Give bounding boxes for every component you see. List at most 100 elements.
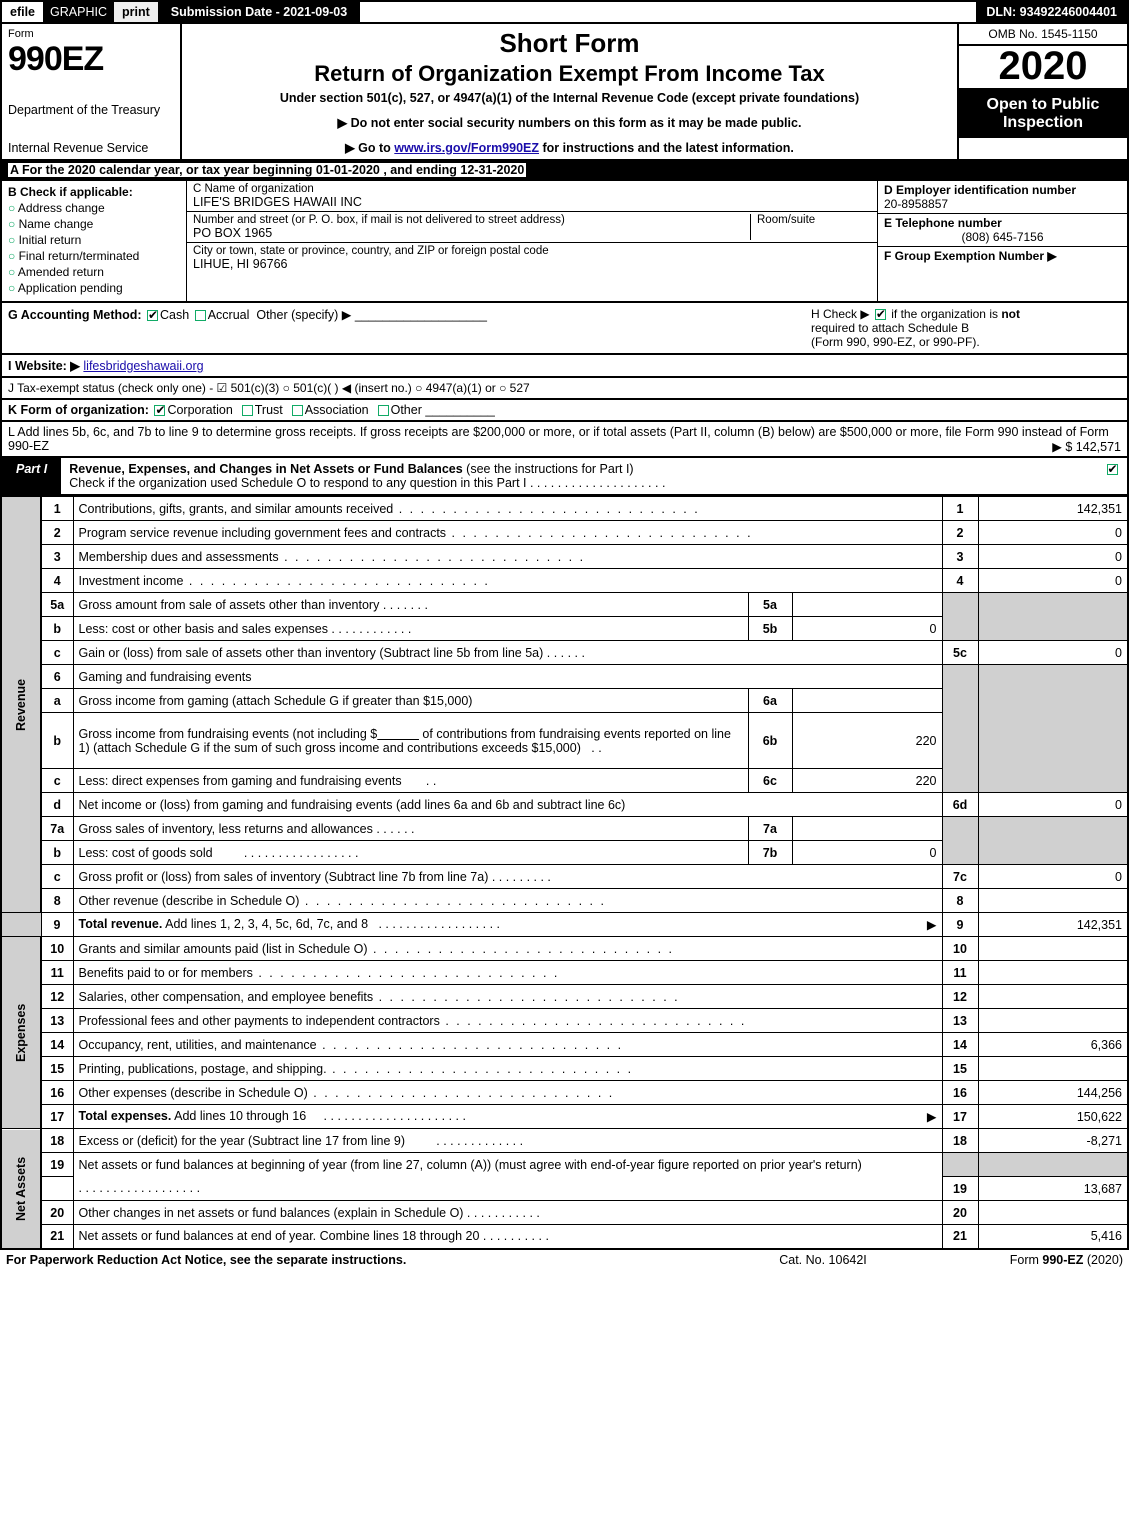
sv-5b: 0: [792, 617, 942, 641]
amt-20: [978, 1201, 1128, 1225]
f-group-cell: F Group Exemption Number ▶: [878, 247, 1127, 265]
l-text: L Add lines 5b, 6c, and 7b to line 9 to …: [8, 425, 1109, 453]
shade-6: [942, 665, 978, 793]
chk-trust[interactable]: [242, 405, 253, 416]
sv-7a: [792, 817, 942, 841]
line-19a: 19 Net assets or fund balances at beginn…: [1, 1153, 1128, 1177]
efile-label: efile: [2, 2, 44, 22]
i-label: I Website: ▶: [8, 359, 80, 373]
chk-application-pending[interactable]: Application pending: [8, 281, 180, 295]
dept-irs: Internal Revenue Service: [8, 141, 174, 155]
amt-3: 0: [978, 545, 1128, 569]
chk-initial-return[interactable]: Initial return: [8, 233, 180, 247]
amt-2: 0: [978, 521, 1128, 545]
desc-6b-1: Gross income from fundraising events (no…: [79, 727, 378, 741]
desc-12: Salaries, other compensation, and employ…: [79, 990, 374, 1004]
goto-pre: ▶ Go to: [345, 141, 394, 155]
amt-15: [978, 1057, 1128, 1081]
desc-18: Excess or (deficit) for the year (Subtra…: [79, 1134, 406, 1148]
footer-formref: Form 990-EZ (2020): [923, 1253, 1123, 1267]
chk-cash[interactable]: [147, 310, 158, 321]
d-ein-label: D Employer identification number: [884, 183, 1076, 197]
tax-year: 2020: [959, 46, 1127, 90]
desc-4: Investment income: [79, 574, 184, 588]
line-11: 11 Benefits paid to or for members 11: [1, 961, 1128, 985]
line-2: 2 Program service revenue including gove…: [1, 521, 1128, 545]
amt-12: [978, 985, 1128, 1009]
amt-7c: 0: [978, 865, 1128, 889]
amt-5c: 0: [978, 641, 1128, 665]
e-phone-cell: E Telephone number (808) 645-7156: [878, 214, 1127, 247]
chk-assoc[interactable]: [292, 405, 303, 416]
website-link[interactable]: lifesbridgeshawaii.org: [83, 359, 203, 373]
k-label: K Form of organization:: [8, 403, 149, 417]
k-assoc: Association: [305, 403, 369, 417]
c-city-val: LIHUE, HI 96766: [193, 257, 871, 271]
sv-6a: [792, 689, 942, 713]
k-corp: Corporation: [167, 403, 232, 417]
desc-15: Printing, publications, postage, and shi…: [79, 1062, 327, 1076]
part1-title: Revenue, Expenses, and Changes in Net As…: [61, 458, 1097, 494]
desc-10: Grants and similar amounts paid (list in…: [79, 942, 368, 956]
chk-address-change[interactable]: Address change: [8, 201, 180, 215]
block-bcd: B Check if applicable: Address change Na…: [0, 181, 1129, 303]
desc-2: Program service revenue including govern…: [79, 526, 447, 540]
title-return: Return of Organization Exempt From Incom…: [190, 61, 949, 87]
e-phone-val: (808) 645-7156: [884, 230, 1121, 244]
shade-19: [942, 1153, 978, 1177]
row-i: I Website: ▶ lifesbridgeshawaii.org: [0, 355, 1129, 378]
shade-7ab: [942, 817, 978, 865]
form-number: 990EZ: [8, 40, 174, 79]
dln-label: DLN: 93492246004401: [976, 2, 1127, 22]
chk-other[interactable]: [378, 405, 389, 416]
graphic-button[interactable]: GRAPHIC: [44, 2, 114, 22]
desc-5c: Gain or (loss) from sale of assets other…: [79, 646, 544, 660]
c-city-cell: City or town, state or province, country…: [187, 243, 877, 273]
sb-5b: 5b: [748, 617, 792, 641]
amt-9: 142,351: [978, 913, 1128, 937]
desc-6: Gaming and fundraising events: [73, 665, 942, 689]
g-cash: Cash: [160, 308, 189, 322]
desc-7c: Gross profit or (loss) from sales of inv…: [79, 870, 489, 884]
irs-link[interactable]: www.irs.gov/Form990EZ: [394, 141, 539, 155]
line-3: 3 Membership dues and assessments 3 0: [1, 545, 1128, 569]
ln-1: 1: [41, 497, 73, 521]
submission-date: Submission Date - 2021-09-03: [159, 2, 360, 22]
line-15: 15 Printing, publications, postage, and …: [1, 1057, 1128, 1081]
part1-title-rest: (see the instructions for Part I): [463, 462, 634, 476]
desc-14: Occupancy, rent, utilities, and maintena…: [79, 1038, 317, 1052]
sv-7b: 0: [792, 841, 942, 865]
c-name-cell: C Name of organization LIFE'S BRIDGES HA…: [187, 181, 877, 212]
desc-19: Net assets or fund balances at beginning…: [73, 1153, 942, 1177]
part1-checkbox[interactable]: [1097, 458, 1127, 494]
col-b: B Check if applicable: Address change Na…: [2, 181, 187, 301]
row-g: G Accounting Method: Cash Accrual Other …: [8, 307, 811, 349]
amt-21: 5,416: [978, 1225, 1128, 1249]
k-other: Other: [391, 403, 422, 417]
amt-1: 142,351: [978, 497, 1128, 521]
chk-amended-return[interactable]: Amended return: [8, 265, 180, 279]
form-header: Form 990EZ Department of the Treasury In…: [0, 24, 1129, 161]
amt-8: [978, 889, 1128, 913]
g-label: G Accounting Method:: [8, 308, 142, 322]
line-8: 8 Other revenue (describe in Schedule O)…: [1, 889, 1128, 913]
h-mid: if the organization is: [888, 307, 1001, 321]
c-addr-val: PO BOX 1965: [193, 226, 744, 240]
d-ein-cell: D Employer identification number 20-8958…: [878, 181, 1127, 214]
chk-name-change[interactable]: Name change: [8, 217, 180, 231]
print-button[interactable]: print: [114, 2, 159, 22]
chk-final-return[interactable]: Final return/terminated: [8, 249, 180, 263]
part1-table: Revenue 1 Contributions, gifts, grants, …: [0, 496, 1129, 1250]
chk-h[interactable]: [875, 309, 886, 320]
header-mid: Short Form Return of Organization Exempt…: [182, 24, 957, 159]
amt-17: 150,622: [978, 1105, 1128, 1129]
sb-7a: 7a: [748, 817, 792, 841]
chk-accrual[interactable]: [195, 310, 206, 321]
desc-6c: Less: direct expenses from gaming and fu…: [79, 774, 402, 788]
chk-corp[interactable]: [154, 405, 165, 416]
g-accrual: Accrual: [208, 308, 250, 322]
c-addr-cell: Number and street (or P. O. box, if mail…: [187, 212, 877, 243]
h-forms: (Form 990, 990-EZ, or 990-PF).: [811, 335, 980, 349]
line-21: 21 Net assets or fund balances at end of…: [1, 1225, 1128, 1249]
g-other: Other (specify) ▶: [256, 308, 351, 322]
